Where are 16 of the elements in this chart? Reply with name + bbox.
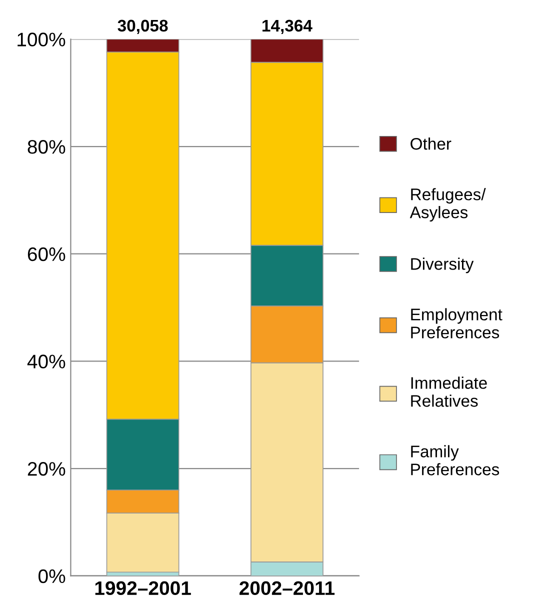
y-tick-label: 80%: [28, 140, 66, 154]
x-tick-label: 1992–2001: [95, 581, 191, 596]
y-tick-label: 60%: [28, 247, 66, 262]
legend-label: Other: [410, 138, 452, 150]
y-tick-label: 40%: [27, 354, 66, 368]
x-tick-label: 2002–2011: [240, 581, 335, 596]
legend-label: Diversity: [411, 258, 474, 274]
annotation: 30,058: [118, 20, 168, 34]
legend-label: Employment Preferences: [411, 308, 502, 338]
y-tick-label: 20%: [28, 462, 66, 476]
legend-label: Refugees/ Asylees: [410, 188, 486, 222]
legend-label: Immediate Relatives: [411, 376, 487, 407]
y-tick-label: 0%: [38, 569, 66, 584]
y-tick-label: 100%: [18, 32, 66, 46]
annotation: 14,364: [262, 20, 312, 34]
legend-label: Family Preferences: [411, 445, 500, 476]
